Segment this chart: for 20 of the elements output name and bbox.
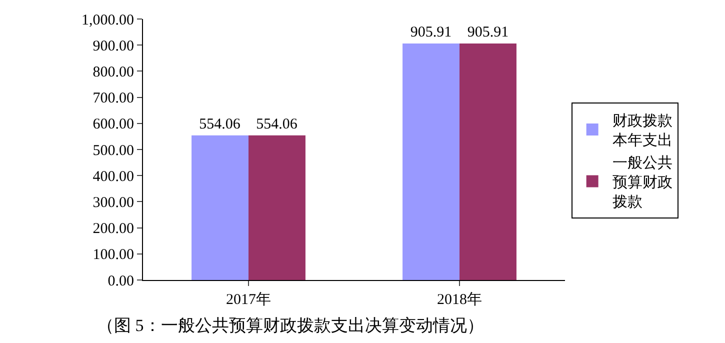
y-tick-label: 600.00 — [92, 116, 134, 133]
y-tick-label: 0.00 — [108, 273, 134, 290]
data-label: 905.91 — [410, 24, 452, 41]
x-tick-label: 2018年 — [437, 291, 482, 308]
legend-label: 财政拨款本年支出 — [612, 112, 672, 150]
data-label: 554.06 — [199, 116, 241, 132]
y-tick-label: 1,000.00 — [82, 12, 134, 28]
x-tick-label: 2017年 — [226, 291, 271, 308]
text: （图 5：一般公共预算财政拨款支出决算变动情况） — [97, 316, 484, 335]
legend-label: 一般公共预算财政拨款 — [612, 154, 672, 211]
y-tick-label: 700.00 — [92, 90, 134, 107]
data-label: 554.06 — [256, 116, 298, 132]
y-tick-label: 900.00 — [92, 38, 134, 54]
y-tick-label: 400.00 — [92, 168, 134, 185]
y-tick-label: 500.00 — [92, 142, 134, 159]
y-tick-label: 100.00 — [92, 247, 134, 264]
y-tick-label: 800.00 — [92, 64, 134, 80]
y-tick-label: 200.00 — [92, 221, 134, 238]
y-tick-label: 300.00 — [92, 194, 134, 211]
data-label: 905.91 — [467, 24, 509, 41]
